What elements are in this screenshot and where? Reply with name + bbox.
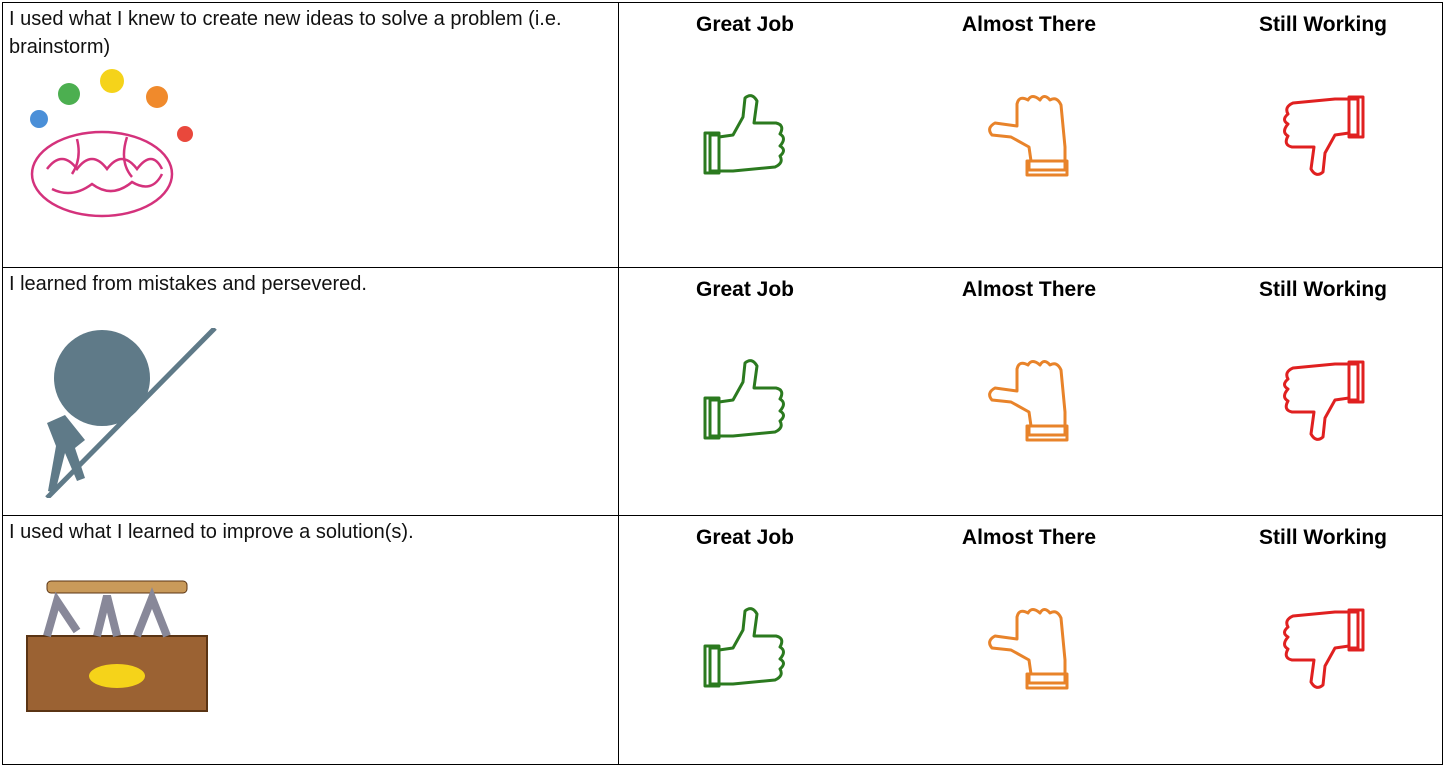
rating-label: Great Job xyxy=(695,13,795,36)
rating-label: Still Working xyxy=(1259,526,1387,549)
rating-icon xyxy=(695,598,795,703)
rating-icon xyxy=(1273,598,1373,703)
rating-icon xyxy=(979,350,1079,455)
rating-label: Great Job xyxy=(695,278,795,301)
statement-cell: I used what I learned to improve a solut… xyxy=(3,516,619,764)
rating-label: Almost There xyxy=(961,526,1097,549)
rating-label: Still Working xyxy=(1259,278,1387,301)
statement-cell: I used what I knew to create new ideas t… xyxy=(3,3,619,267)
statement: I used what I learned to improve a solut… xyxy=(9,521,414,543)
rating-label: Almost There xyxy=(961,278,1097,301)
illustration xyxy=(17,59,207,234)
rating-icon xyxy=(695,350,795,455)
statement: I learned from mistakes and persevered. xyxy=(9,273,367,295)
rating-label: Almost There xyxy=(961,13,1097,36)
rating-icon xyxy=(979,598,1079,703)
rating-label: Still Working xyxy=(1259,13,1387,36)
illustration xyxy=(17,326,217,503)
table-row: I used what I knew to create new ideas t… xyxy=(2,2,1443,268)
statement: I used what I knew to create new ideas t… xyxy=(9,8,562,58)
table-row: I learned from mistakes and persevered. … xyxy=(2,267,1443,516)
rating-icon xyxy=(1273,85,1373,190)
rating-icon xyxy=(695,85,795,190)
table-row: I used what I learned to improve a solut… xyxy=(2,515,1443,765)
rating-icon xyxy=(1273,350,1373,455)
rating-label: Great Job xyxy=(695,526,795,549)
rating-icon xyxy=(979,85,1079,190)
illustration xyxy=(17,576,217,731)
statement-cell: I learned from mistakes and persevered. xyxy=(3,268,619,515)
